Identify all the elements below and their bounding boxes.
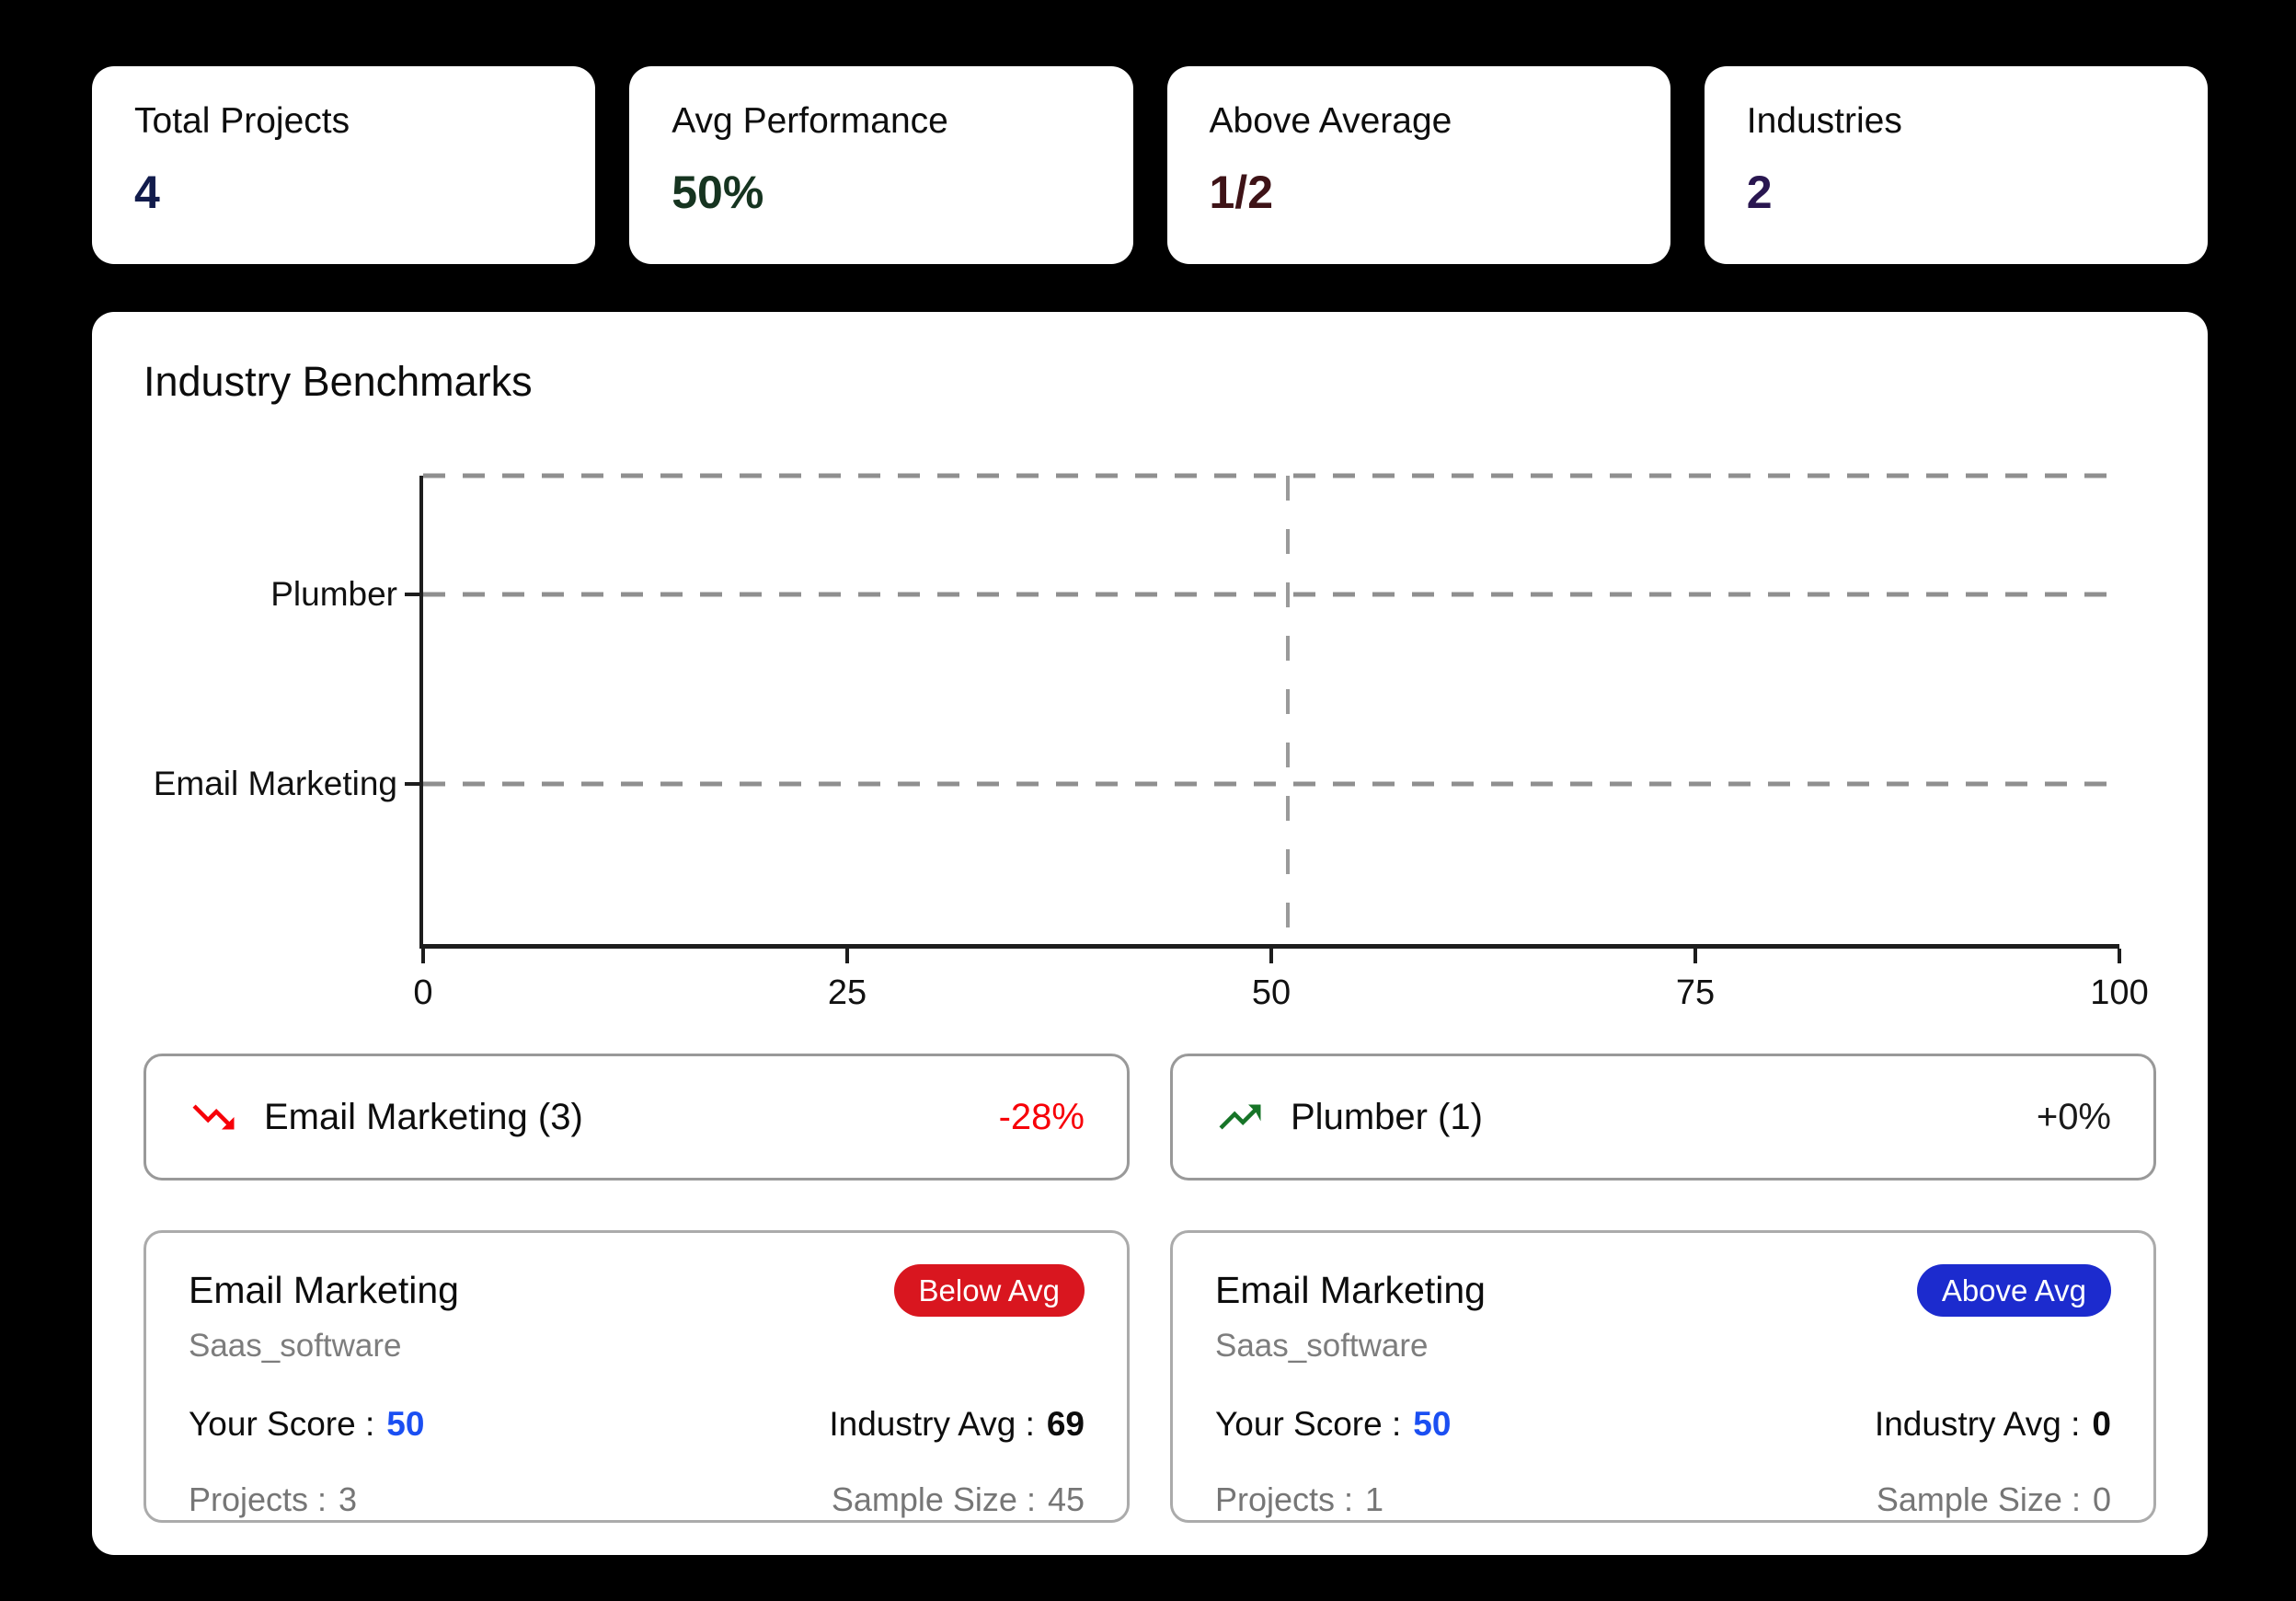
industry-avg-value: 69 — [1046, 1405, 1085, 1444]
x-axis-tick — [1269, 949, 1273, 963]
your-score-label: Your Score : — [1215, 1405, 1402, 1444]
h-gridline — [423, 592, 2123, 597]
stat-value: 4 — [134, 167, 160, 218]
stat-card-total-projects: Total Projects 4 — [92, 66, 596, 264]
trending-down-icon — [189, 1092, 238, 1142]
industry-subtitle: Saas_software — [1215, 1328, 1429, 1365]
stat-card-above-average: Above Average 1/2 — [1166, 66, 1670, 264]
panel-title: Industry Benchmarks — [144, 358, 533, 405]
x-axis-tick — [845, 949, 849, 963]
projects-value: 3 — [339, 1480, 358, 1519]
plot-area: Plumber Email Marketing 0 25 50 75 100 — [154, 473, 2149, 1012]
stats-row: Total Projects 4 Avg Performance 50% Abo… — [92, 66, 2208, 264]
stat-card-industries: Industries 2 — [1704, 66, 2208, 264]
y-axis-tick — [405, 592, 419, 596]
your-score-label: Your Score : — [189, 1405, 375, 1444]
stat-label: Industries — [1746, 101, 1902, 141]
stat-card-avg-performance: Avg Performance 50% — [629, 66, 1133, 264]
stat-value: 2 — [1746, 167, 1773, 218]
projects-label: Projects : — [1215, 1480, 1354, 1519]
stat-label: Avg Performance — [672, 101, 948, 141]
sample-size-label: Sample Size : — [831, 1480, 1036, 1519]
projects-label: Projects : — [189, 1480, 327, 1519]
sample-size-value: 0 — [2092, 1480, 2111, 1519]
x-axis-label: 50 — [1251, 973, 1292, 1012]
industry-title: Email Marketing — [1215, 1269, 1486, 1312]
trend-label: Plumber (1) — [1291, 1096, 1483, 1137]
industry-avg-label: Industry Avg : — [829, 1405, 1035, 1444]
y-axis-label: Plumber — [270, 574, 397, 613]
x-axis-label: 25 — [827, 973, 867, 1012]
reference-line — [1286, 476, 1291, 944]
status-badge: Below Avg — [893, 1264, 1085, 1318]
stat-value: 1/2 — [1209, 167, 1274, 218]
trend-card-plumber[interactable]: Plumber (1) +0% — [1170, 1054, 2156, 1181]
h-gridline — [423, 781, 2123, 787]
trend-change: -28% — [998, 1096, 1085, 1137]
stat-label: Total Projects — [134, 101, 350, 141]
industry-card-above-avg[interactable]: Email Marketing Above Avg Saas_software … — [1170, 1230, 2156, 1523]
stat-value: 50% — [672, 167, 764, 218]
x-axis-tick — [421, 949, 425, 963]
trend-change: +0% — [2036, 1096, 2111, 1137]
stat-label: Above Average — [1209, 101, 1452, 141]
trending-up-icon — [1215, 1092, 1265, 1142]
industry-subtitle: Saas_software — [189, 1328, 402, 1365]
your-score-value: 50 — [386, 1405, 425, 1444]
trend-label: Email Marketing (3) — [264, 1096, 583, 1137]
x-axis-label: 100 — [2090, 973, 2149, 1012]
x-axis-tick — [2118, 949, 2121, 963]
industry-card-below-avg[interactable]: Email Marketing Below Avg Saas_software … — [144, 1230, 1130, 1523]
h-gridline — [423, 473, 2123, 478]
industry-avg-value: 0 — [2092, 1405, 2111, 1444]
your-score-value: 50 — [1413, 1405, 1452, 1444]
sample-size-label: Sample Size : — [1876, 1480, 2081, 1519]
status-badge: Above Avg — [1916, 1264, 2111, 1318]
y-axis-label: Email Marketing — [153, 764, 397, 802]
benchmark-chart: Plumber Email Marketing 0 25 50 75 100 — [144, 472, 2156, 1024]
benchmarks-panel: Industry Benchmarks Plumber Email Marketi… — [92, 312, 2208, 1555]
industry-avg-label: Industry Avg : — [1874, 1405, 2081, 1444]
x-axis-tick — [1693, 949, 1697, 963]
industry-title: Email Marketing — [189, 1269, 459, 1312]
industry-cards-row: Email Marketing Below Avg Saas_software … — [144, 1230, 2156, 1523]
x-axis-label: 0 — [413, 973, 433, 1012]
x-axis-label: 75 — [1675, 973, 1716, 1012]
trend-summary-row: Email Marketing (3) -28% Plumber (1) +0% — [144, 1054, 2156, 1181]
trend-card-email-marketing[interactable]: Email Marketing (3) -28% — [144, 1054, 1130, 1181]
y-axis-tick — [405, 781, 419, 786]
projects-value: 1 — [1365, 1480, 1384, 1519]
sample-size-value: 45 — [1047, 1480, 1085, 1519]
